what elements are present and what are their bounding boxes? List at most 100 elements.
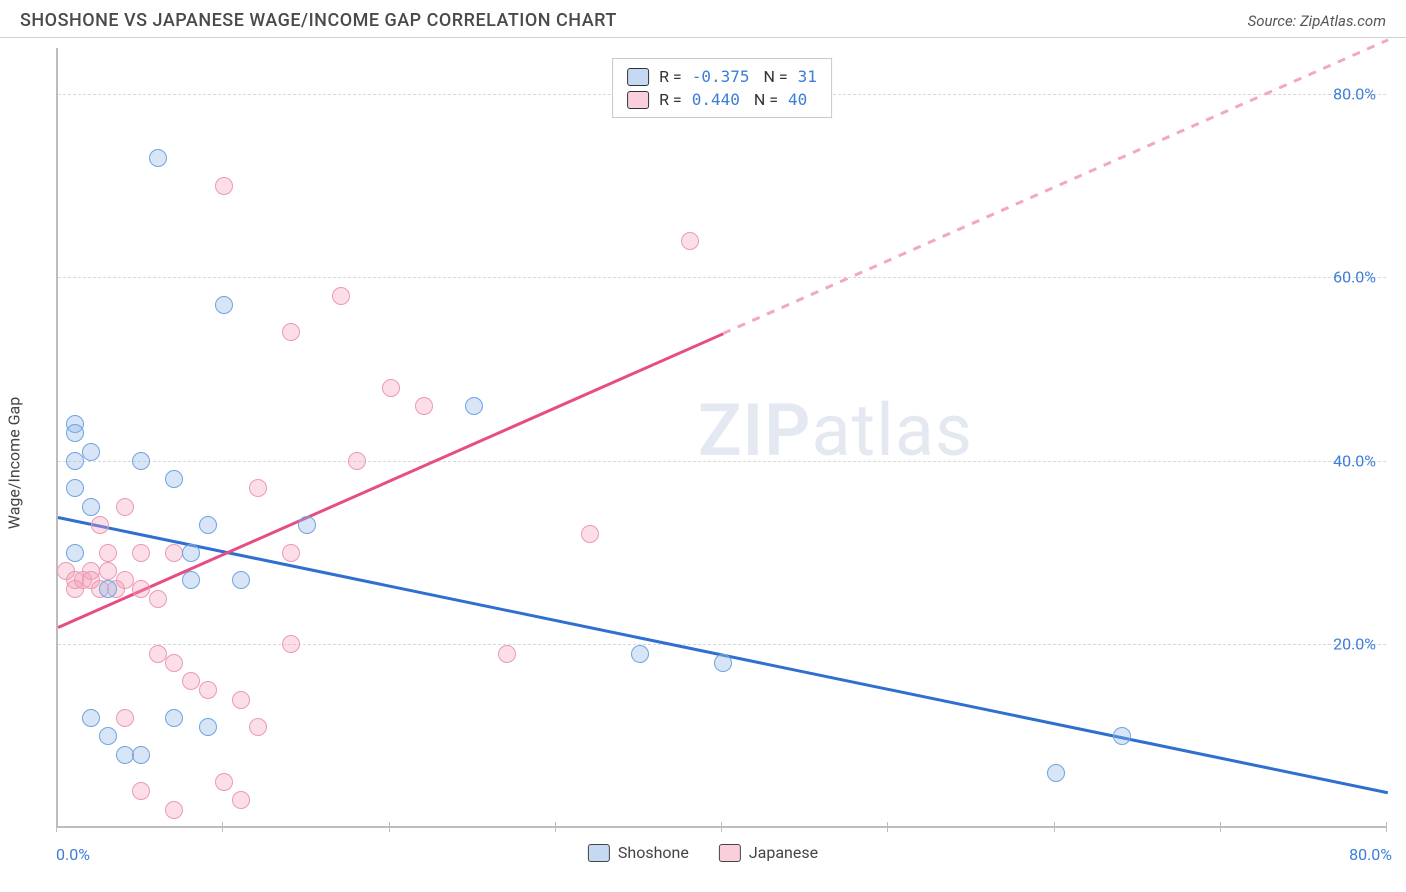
data-point [132,580,150,598]
data-point [116,498,134,516]
data-point [149,645,167,663]
swatch-shoshone [627,68,649,86]
x-tick-mark [887,822,888,832]
y-tick-label: 80.0% [1333,84,1376,103]
gridline [58,644,1386,645]
series-name-shoshone: Shoshone [618,843,689,862]
x-tick-mark [389,822,390,832]
chart-source: Source: ZipAtlas.com [1248,12,1386,30]
data-point [249,479,267,497]
series-legend-japanese: Japanese [719,843,818,862]
data-point [165,709,183,727]
legend-r-shoshone: -0.375 [692,67,750,86]
data-point [82,443,100,461]
data-point [465,397,483,415]
data-point [249,718,267,736]
data-point [199,718,217,736]
data-point [631,645,649,663]
series-legend: Shoshone Japanese [588,843,818,862]
data-point [348,452,366,470]
data-point [132,746,150,764]
x-tick-mark [1220,822,1221,832]
x-tick-mark [721,822,722,832]
data-point [82,498,100,516]
data-point [165,544,183,562]
data-point [149,149,167,167]
legend-n-japanese: 40 [788,90,807,109]
x-axis-max-label: 80.0% [1349,845,1392,864]
data-point [382,379,400,397]
data-point [498,645,516,663]
swatch-japanese [627,91,649,109]
plot-region: R = -0.375 N = 31 R = 0.440 N = 40 ZIPat… [56,48,1386,828]
y-axis-label: Wage/Income Gap [5,397,24,529]
data-point [415,397,433,415]
data-point [82,571,100,589]
chart-title: SHOSHONE VS JAPANESE WAGE/INCOME GAP COR… [20,10,617,31]
y-tick-label: 40.0% [1333,451,1376,470]
x-axis-min-label: 0.0% [56,845,90,864]
y-tick-label: 20.0% [1333,635,1376,654]
data-point [91,516,109,534]
data-point [282,635,300,653]
chart-header: SHOSHONE VS JAPANESE WAGE/INCOME GAP COR… [0,0,1406,38]
data-point [165,801,183,819]
data-point [99,544,117,562]
data-point [182,571,200,589]
data-point [1047,764,1065,782]
y-tick-label: 60.0% [1333,268,1376,287]
data-point [282,544,300,562]
chart-area: Wage/Income Gap R = -0.375 N = 31 R = 0.… [0,38,1406,888]
data-point [199,681,217,699]
data-point [332,287,350,305]
x-tick-mark [56,822,57,832]
data-point [1113,727,1131,745]
data-point [165,654,183,672]
data-point [215,177,233,195]
correlation-legend: R = -0.375 N = 31 R = 0.440 N = 40 [612,58,832,118]
series-name-japanese: Japanese [749,843,818,862]
data-point [182,544,200,562]
data-point [132,782,150,800]
data-point [581,525,599,543]
data-point [165,470,183,488]
data-point [99,562,117,580]
data-point [714,654,732,672]
data-point [116,571,134,589]
gridline [58,461,1386,462]
data-point [232,571,250,589]
data-point [66,544,84,562]
swatch-shoshone-icon [588,844,610,862]
legend-n-label: N = [760,67,788,86]
data-point [99,727,117,745]
x-tick-mark [222,822,223,832]
swatch-japanese-icon [719,844,741,862]
x-tick-mark [555,822,556,832]
x-tick-mark [1054,822,1055,832]
data-point [66,424,84,442]
data-point [199,516,217,534]
data-point [298,516,316,534]
legend-n-shoshone: 31 [798,67,817,86]
data-point [132,452,150,470]
legend-row-shoshone: R = -0.375 N = 31 [627,65,817,88]
data-point [66,580,84,598]
legend-r-label: R = [659,67,682,86]
data-point [116,746,134,764]
data-point [66,479,84,497]
data-point [232,691,250,709]
data-point [99,580,117,598]
data-point [681,232,699,250]
legend-n-label: N = [750,90,778,109]
data-point [116,709,134,727]
series-legend-shoshone: Shoshone [588,843,689,862]
data-point [132,544,150,562]
legend-r-label: R = [659,90,682,109]
data-point [232,791,250,809]
legend-r-japanese: 0.440 [692,90,740,109]
data-point [215,296,233,314]
data-point [215,773,233,791]
data-point [149,590,167,608]
data-point [66,452,84,470]
legend-row-japanese: R = 0.440 N = 40 [627,88,817,111]
